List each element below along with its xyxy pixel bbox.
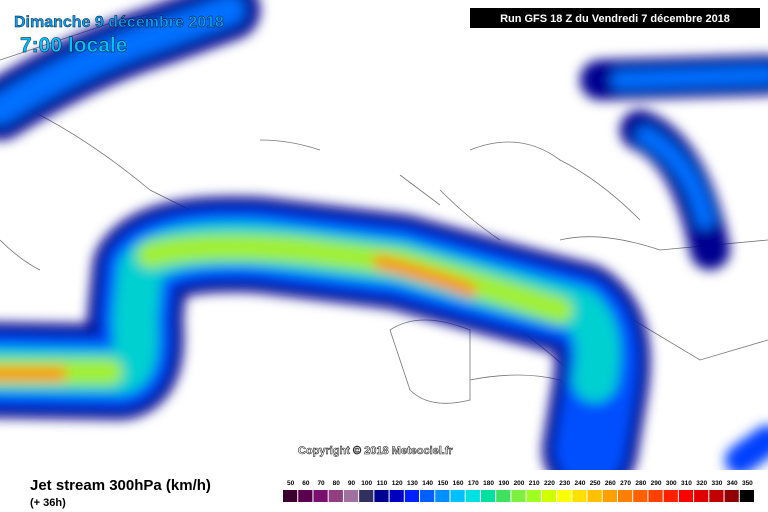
legend-swatch xyxy=(343,490,359,502)
legend-label: 270 xyxy=(620,480,631,487)
legend-swatch xyxy=(374,490,389,502)
time-label: 7:00 locale xyxy=(20,34,127,57)
legend-swatch xyxy=(420,490,435,502)
legend-swatch xyxy=(663,490,678,502)
legend-label: 310 xyxy=(681,480,692,487)
legend-swatch xyxy=(328,490,343,502)
jet-stream xyxy=(0,0,768,498)
legend-swatch xyxy=(587,490,602,502)
legend-label: 120 xyxy=(392,480,403,487)
legend-label: 150 xyxy=(437,480,448,487)
legend-label: 210 xyxy=(529,480,540,487)
legend-swatch xyxy=(465,490,480,502)
legend-label: 90 xyxy=(348,480,356,487)
legend-label: 70 xyxy=(317,480,325,487)
run-label: Run GFS 18 Z du Vendredi 7 décembre 2018 xyxy=(500,13,730,25)
legend-swatch xyxy=(450,490,465,502)
legend-label: 320 xyxy=(696,480,707,487)
legend-swatch xyxy=(359,490,374,502)
legend-label: 200 xyxy=(514,480,525,487)
legend-swatch xyxy=(709,490,724,502)
legend-label: 250 xyxy=(590,480,601,487)
footer-title: Jet stream 300hPa (km/h) xyxy=(30,477,211,494)
legend-label: 300 xyxy=(666,480,677,487)
legend-swatch xyxy=(435,490,450,502)
copyright: Copyright © 2018 Meteociel.fr xyxy=(298,445,454,457)
legend-swatch xyxy=(496,490,511,502)
legend-label: 350 xyxy=(742,480,753,487)
footer-lead: (+ 36h) xyxy=(30,497,66,509)
legend-label: 160 xyxy=(453,480,464,487)
legend-swatch xyxy=(541,490,557,502)
legend-swatch xyxy=(572,490,587,502)
legend-swatch xyxy=(678,490,694,502)
legend-swatch xyxy=(480,490,496,502)
legend-label: 60 xyxy=(302,480,310,487)
legend-swatch xyxy=(739,490,754,502)
legend-swatch xyxy=(633,490,648,502)
legend-swatch xyxy=(648,490,663,502)
legend-label: 280 xyxy=(635,480,646,487)
legend-swatch xyxy=(404,490,420,502)
legend-swatch xyxy=(511,490,526,502)
legend-swatch xyxy=(389,490,404,502)
legend-label: 340 xyxy=(727,480,738,487)
legend-swatch xyxy=(283,490,298,502)
legend-label: 180 xyxy=(483,480,494,487)
legend-label: 140 xyxy=(422,480,433,487)
legend-swatch xyxy=(557,490,572,502)
run-box xyxy=(470,8,760,28)
legend-label: 260 xyxy=(605,480,616,487)
legend-label: 330 xyxy=(712,480,723,487)
date-label: Dimanche 9 décembre 2018 xyxy=(14,14,224,31)
legend-swatch xyxy=(526,490,541,502)
legend: 50 60 70 80 90 100 110 120 130 140 150 160 170 180 190… xyxy=(283,480,754,502)
legend-label: 230 xyxy=(559,480,570,487)
legend-label: 290 xyxy=(651,480,662,487)
legend-label: 130 xyxy=(407,480,418,487)
legend-swatch xyxy=(694,490,709,502)
legend-swatch xyxy=(617,490,633,502)
legend-label: 80 xyxy=(333,480,341,487)
legend-label: 220 xyxy=(544,480,555,487)
legend-label: 190 xyxy=(498,480,509,487)
legend-label: 170 xyxy=(468,480,479,487)
legend-label: 240 xyxy=(574,480,585,487)
legend-swatch xyxy=(313,490,328,502)
legend-label: 110 xyxy=(377,480,388,487)
legend-swatch xyxy=(602,490,617,502)
legend-swatch xyxy=(724,490,739,502)
legend-label: 50 xyxy=(287,480,295,487)
legend-swatch xyxy=(298,490,313,502)
legend-label: 100 xyxy=(361,480,372,487)
